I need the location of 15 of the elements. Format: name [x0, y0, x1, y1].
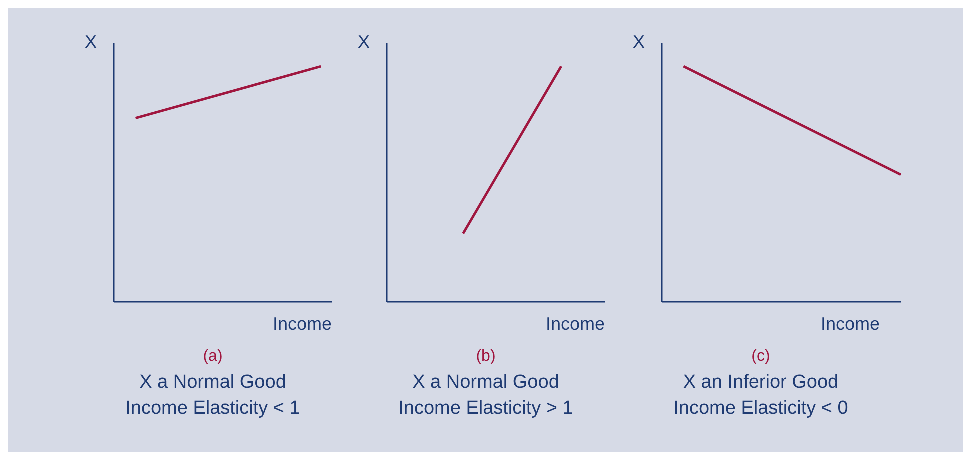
- text: (c): [750, 348, 772, 366]
- y-axis-title: X: [633, 32, 646, 53]
- x-axis-title: Income: [272, 314, 332, 335]
- text: Income Elasticity > 1: [398, 398, 574, 420]
- x-axis-title: Income: [820, 314, 880, 335]
- text: (b): [475, 348, 497, 366]
- text: (a): [202, 348, 224, 366]
- text: X a Normal Good: [138, 372, 288, 394]
- text: Income Elasticity < 1: [124, 398, 302, 420]
- x-axis-title: Income: [544, 314, 605, 335]
- text: Income Elasticity < 0: [672, 398, 850, 420]
- text: X a Normal Good: [412, 372, 560, 394]
- y-axis-title: X: [358, 32, 370, 53]
- y-axis-title: X: [85, 32, 98, 53]
- text: X an Inferior Good: [682, 372, 840, 394]
